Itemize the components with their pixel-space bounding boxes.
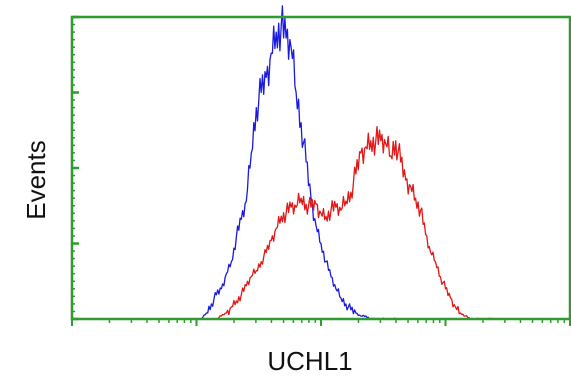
x-axis-ticks [71,319,571,326]
histogram-traces [200,5,501,320]
histogram-series-red [216,125,501,320]
y-axis-label: Events [21,140,51,220]
plot-frame [70,15,571,321]
histogram-series-blue [200,5,397,320]
x-axis-label: UCHL1 [267,346,352,376]
y-axis-ticks [72,15,79,321]
